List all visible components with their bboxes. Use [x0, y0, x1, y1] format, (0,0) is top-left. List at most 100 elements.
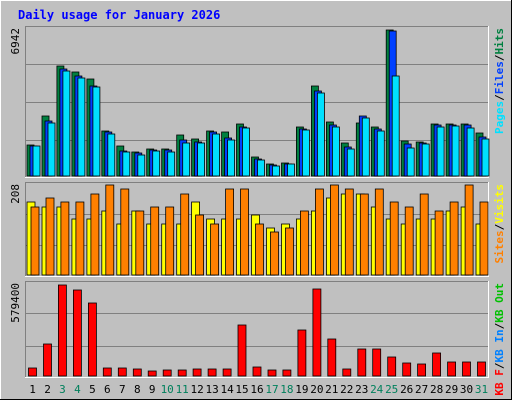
bar-kb-f-day-29 [447, 361, 457, 377]
bar-sites-day-7 [120, 188, 130, 276]
bar-pages-day-4 [77, 77, 86, 177]
bar-pages-day-6 [107, 133, 116, 177]
bar-pages-day-30 [466, 127, 475, 177]
bar-pages-day-16 [257, 159, 265, 177]
x-tick-label-27: 27 [415, 383, 428, 396]
bar-pages-day-3 [62, 70, 71, 177]
x-tick-label-24: 24 [370, 383, 384, 396]
bar-kb-f-day-6 [102, 367, 112, 377]
bar-sites-day-13 [210, 223, 220, 276]
bar-sites-day-21 [329, 184, 339, 276]
bar-kb-f-day-31 [477, 361, 486, 377]
bar-kb-f-day-14 [222, 368, 232, 377]
bar-pages-day-28 [436, 126, 445, 177]
bar-kb-f-day-26 [402, 362, 412, 377]
bar-kb-f-day-10 [162, 369, 172, 377]
legend-hits-files-pages: Pages/Files/Hits [493, 28, 506, 134]
x-tick-label-11: 11 [176, 383, 189, 396]
legend-item-kb-out: KB Out [493, 283, 506, 323]
x-tick-label-8: 8 [134, 383, 141, 396]
x-tick-label-20: 20 [310, 383, 323, 396]
bar-sites-day-22 [344, 188, 354, 276]
y-max-label-visits: 208 [9, 184, 22, 204]
legend-item-hits: Hits [493, 28, 506, 55]
x-tick-label-18: 18 [280, 383, 293, 396]
legend-text: KB F/KB In/KB Out [493, 283, 506, 396]
x-tick-label-7: 7 [119, 383, 126, 396]
bar-pages-day-26 [406, 147, 415, 177]
x-tick-label-19: 19 [295, 383, 308, 396]
bar-sites-day-26 [404, 206, 414, 276]
bar-pages-day-10 [167, 151, 176, 177]
x-tick-label-15: 15 [235, 383, 248, 396]
bar-kb-f-day-24 [372, 348, 382, 377]
hits-files-pages-panel [25, 26, 490, 178]
bar-sites-day-23 [359, 193, 369, 276]
x-tick-label-30: 30 [460, 383, 473, 396]
x-tick-label-17: 17 [265, 383, 278, 396]
bar-pages-day-5 [92, 86, 101, 177]
bar-kb-f-day-22 [342, 368, 352, 377]
bar-sites-day-29 [449, 201, 459, 276]
bar-pages-day-18 [287, 163, 295, 177]
x-tick-label-29: 29 [445, 383, 458, 396]
bar-sites-day-28 [434, 210, 444, 276]
bar-sites-day-19 [299, 210, 309, 276]
bar-sites-day-25 [389, 201, 399, 276]
legend-item-sites: Sites [493, 230, 506, 263]
bar-sites-day-12 [195, 214, 205, 276]
x-tick-label-5: 5 [89, 383, 96, 396]
bar-sites-day-20 [314, 188, 324, 276]
bar-sites-day-24 [374, 188, 384, 276]
x-tick-label-31: 31 [475, 383, 488, 396]
x-axis-day-labels: 1 2 3 4 5 6 7 8 9 10 11 12 13 14 15 16 17 18 19 20 21 22 23 24 2… [29, 383, 488, 396]
visits-sites-panel [25, 182, 489, 277]
bar-sites-day-11 [180, 193, 190, 276]
x-tick-label-22: 22 [340, 383, 353, 396]
bar-kb-f-day-30 [462, 361, 471, 377]
bar-kb-f-day-21 [327, 338, 337, 377]
bar-pages-day-20 [316, 92, 325, 177]
bar-kb-f-day-3 [58, 284, 67, 377]
bar-pages-day-2 [47, 122, 56, 177]
bar-kb-f-day-4 [73, 289, 82, 377]
bar-pages-day-9 [152, 150, 161, 177]
bar-sites-day-9 [150, 206, 160, 276]
bar-kb-f-day-12 [192, 368, 202, 377]
x-tick-label-14: 14 [220, 383, 234, 396]
bar-pages-day-15 [242, 127, 250, 177]
legend-item-pages: Pages [493, 101, 506, 134]
bar-kb-f-day-7 [117, 367, 127, 377]
bar-kb-f-day-25 [387, 356, 397, 377]
bar-pages-day-13 [212, 133, 221, 177]
x-tick-label-4: 4 [74, 383, 81, 396]
bar-pages-day-22 [346, 148, 355, 177]
bar-kb-f-day-20 [312, 288, 322, 377]
bar-sites-day-15 [240, 188, 249, 276]
legend-item-kb-in: KB In [493, 329, 506, 362]
bar-kb-f-day-11 [177, 369, 187, 377]
bar-kb-f-day-18 [282, 369, 292, 377]
x-tick-label-12: 12 [190, 383, 203, 396]
x-tick-label-10: 10 [161, 383, 174, 396]
bar-pages-day-19 [301, 129, 310, 177]
bar-kb-f-day-28 [432, 352, 442, 377]
bar-pages-day-12 [197, 142, 206, 177]
bar-kb-f-day-13 [207, 368, 217, 377]
x-tick-label-9: 9 [149, 383, 156, 396]
bar-sites-day-30 [464, 184, 474, 276]
bar-pages-day-21 [331, 126, 340, 177]
legend-item-files: Files [493, 61, 506, 94]
x-tick-label-1: 1 [29, 383, 36, 396]
bar-sites-day-10 [165, 206, 175, 276]
bar-sites-day-3 [60, 201, 70, 276]
legend-kbytes: KB F/KB In/KB Out [493, 283, 506, 396]
x-tick-label-6: 6 [104, 383, 111, 396]
bar-sites-day-17 [270, 231, 279, 276]
kbytes-panel [25, 281, 489, 378]
bar-pages-day-8 [137, 154, 146, 177]
bar-sites-day-18 [285, 227, 294, 276]
legend-item-kb-f: KB F [493, 369, 506, 396]
x-tick-label-3: 3 [59, 383, 66, 396]
